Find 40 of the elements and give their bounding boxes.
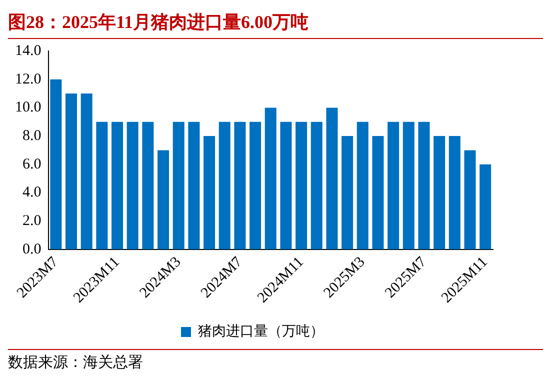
bar <box>296 122 308 250</box>
bar <box>218 122 230 250</box>
bar <box>448 136 460 250</box>
source-note: 数据来源：海关总署 <box>8 349 543 372</box>
y-tick-label: 10.0 <box>15 100 42 116</box>
bar <box>280 122 292 250</box>
y-tick-label: 0.0 <box>22 241 42 258</box>
y-tick-label: 8.0 <box>22 128 42 144</box>
bar <box>402 122 414 250</box>
bar <box>372 136 384 250</box>
bar <box>326 108 338 250</box>
bar <box>142 122 154 250</box>
bar <box>234 122 246 250</box>
bar <box>80 94 92 250</box>
y-tick-label: 2.0 <box>22 213 42 230</box>
legend-label: 猪肉进口量（万吨） <box>198 324 324 340</box>
bar <box>310 122 322 250</box>
y-tick-label: 14.0 <box>15 42 42 59</box>
bar <box>464 150 476 250</box>
y-tick-label: 12.0 <box>15 71 42 88</box>
chart-title: 图28：2025年11月猪肉进口量6.00万吨 <box>8 8 543 39</box>
y-tick-label: 4.0 <box>22 184 42 201</box>
bar <box>188 122 200 250</box>
bar <box>66 94 78 250</box>
bar <box>264 108 276 250</box>
bar <box>96 122 108 250</box>
y-tick-label: 6.0 <box>22 156 42 172</box>
bar <box>204 136 216 250</box>
bar <box>356 122 368 250</box>
bar <box>172 122 184 250</box>
bar <box>250 122 262 250</box>
bar <box>434 136 446 250</box>
bar <box>126 122 138 250</box>
bar <box>50 79 62 250</box>
bar <box>112 122 124 250</box>
bar <box>480 164 492 250</box>
bar <box>342 136 354 250</box>
bar <box>388 122 400 250</box>
bar <box>158 150 170 250</box>
bar <box>418 122 430 250</box>
